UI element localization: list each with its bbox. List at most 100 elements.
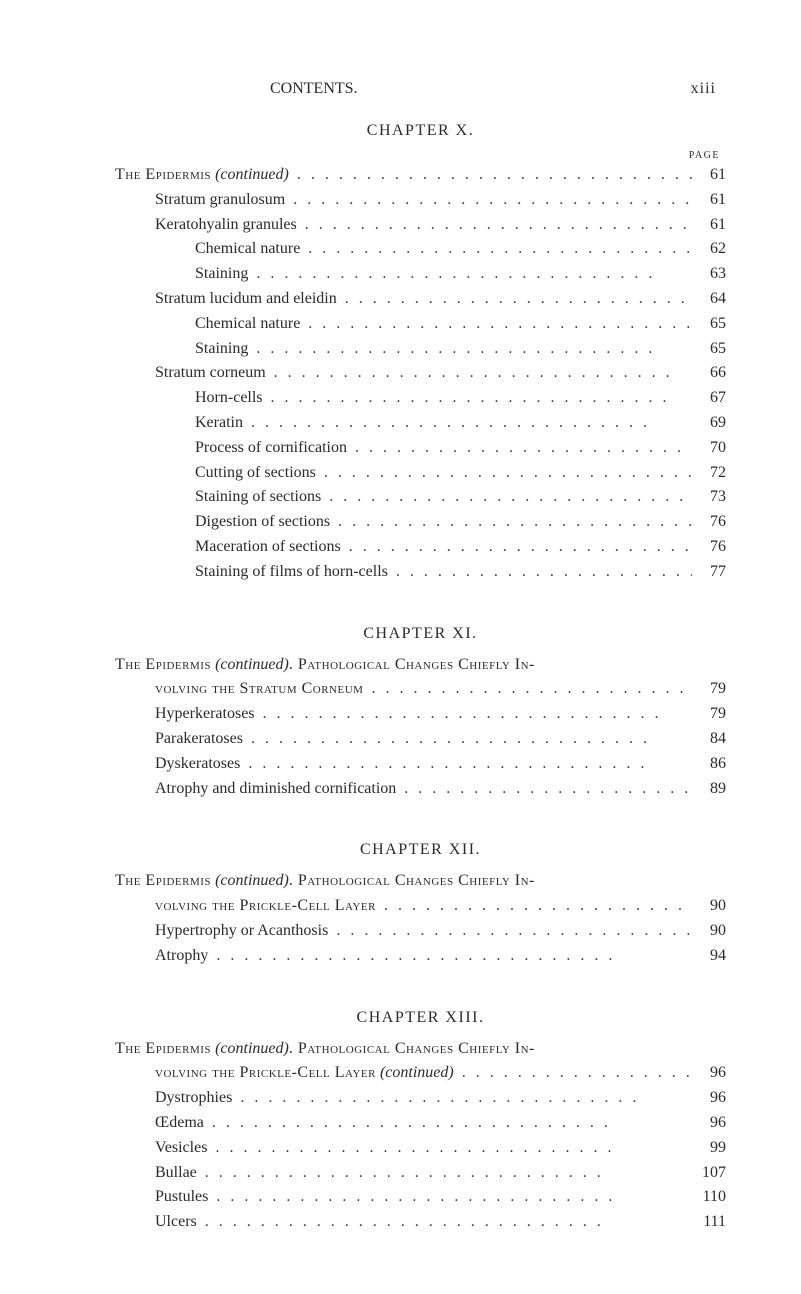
dot-leader: .............................	[216, 1185, 692, 1210]
toc-entry-page: 86	[698, 752, 726, 777]
toc-line: Stratum granulosum......................…	[115, 188, 726, 213]
dot-leader: .............................	[384, 894, 692, 919]
toc-line: Staining.............................63	[115, 262, 726, 287]
contents-body: CHAPTER X.PAGEThe Epidermis (continued).…	[115, 122, 726, 1235]
dot-leader: .............................	[271, 386, 692, 411]
toc-line: The Epidermis (continued). Pathological …	[115, 1037, 726, 1062]
toc-entry-label: Parakeratoses	[155, 727, 243, 752]
toc-entry-label: Stratum corneum	[155, 361, 266, 386]
dot-leader: .............................	[404, 777, 692, 802]
toc-entry-page: 64	[698, 287, 726, 312]
dot-leader: .............................	[308, 237, 692, 262]
toc-entry-page: 61	[698, 163, 726, 188]
toc-line: Staining of sections....................…	[115, 485, 726, 510]
toc-line: The Epidermis (continued)...............…	[115, 163, 726, 188]
dot-leader: .............................	[308, 312, 692, 337]
toc-line: Chemical nature.........................…	[115, 237, 726, 262]
dot-leader: .............................	[205, 1210, 692, 1235]
toc-line: volving the Prickle-Cell Layer..........…	[115, 894, 726, 919]
toc-entry-page: 61	[698, 213, 726, 238]
toc-line: volving the Prickle-Cell Layer (continue…	[115, 1061, 726, 1086]
toc-line: Hypertrophy or Acanthosis...............…	[115, 919, 726, 944]
running-head: CONTENTS.	[270, 80, 358, 98]
toc-entry-label: The Epidermis (continued). Pathological …	[115, 1037, 535, 1062]
toc-entry-label: Bullae	[155, 1161, 197, 1186]
toc-entry-page: 65	[698, 312, 726, 337]
toc-entry-label: volving the Stratum Corneum	[155, 677, 363, 702]
toc-entry-page: 111	[698, 1210, 726, 1235]
chapter-title: CHAPTER X.	[115, 122, 726, 140]
dot-leader: .............................	[215, 1136, 692, 1161]
toc-line: Dystrophies.............................…	[115, 1086, 726, 1111]
toc-line: Digestion of sections...................…	[115, 510, 726, 535]
toc-entry-page: 63	[698, 262, 726, 287]
toc-line: Vesicles.............................99	[115, 1136, 726, 1161]
toc-entry-label: Chemical nature	[195, 237, 300, 262]
toc-entry-page: 76	[698, 510, 726, 535]
toc-line: Chemical nature.........................…	[115, 312, 726, 337]
toc-line: Bullae.............................107	[115, 1161, 726, 1186]
toc-entry-label: Pustules	[155, 1185, 208, 1210]
toc-entry-label: Stratum granulosum	[155, 188, 285, 213]
toc-entry-label: Vesicles	[155, 1136, 207, 1161]
dot-leader: .............................	[256, 262, 692, 287]
toc-entry-label: Hyperkeratoses	[155, 702, 255, 727]
toc-entry-page: 77	[698, 560, 726, 585]
toc-entry-page: 79	[698, 702, 726, 727]
chapter-title: CHAPTER XI.	[115, 625, 726, 643]
toc-entry-label: Staining	[195, 337, 248, 362]
toc-entry-label: Œdema	[155, 1111, 204, 1136]
toc-line: Dyskeratoses............................…	[115, 752, 726, 777]
chapter-section: CHAPTER XII.The Epidermis (continued). P…	[115, 841, 726, 968]
dot-leader: .............................	[305, 213, 692, 238]
chapter-section: CHAPTER XIII. The Epidermis (continued). …	[115, 1009, 726, 1235]
dot-leader: .............................	[396, 560, 692, 585]
toc-line: The Epidermis (continued). Pathological …	[115, 653, 726, 678]
dot-leader: .............................	[256, 337, 692, 362]
toc-entry-page: 73	[698, 485, 726, 510]
toc-entry-label: Cutting of sections	[195, 461, 316, 486]
toc-entry-page: 96	[698, 1086, 726, 1111]
dot-leader: .............................	[349, 535, 692, 560]
toc-entry-label: Hypertrophy or Acanthosis	[155, 919, 328, 944]
toc-entry-page: 94	[698, 944, 726, 969]
toc-entry-label: Chemical nature	[195, 312, 300, 337]
toc-entry-page: 110	[698, 1185, 726, 1210]
dot-leader: .............................	[336, 919, 692, 944]
dot-leader: .............................	[263, 702, 692, 727]
toc-entry-label: The Epidermis (continued). Pathological …	[115, 653, 535, 678]
toc-entry-label: The Epidermis (continued)	[115, 163, 289, 188]
dot-leader: .............................	[240, 1086, 692, 1111]
dot-leader: .............................	[297, 163, 692, 188]
toc-entry-label: Horn-cells	[195, 386, 263, 411]
toc-line: Process of cornification................…	[115, 436, 726, 461]
toc-entry-label: Keratohyalin granules	[155, 213, 297, 238]
toc-entry-label: Digestion of sections	[195, 510, 330, 535]
chapter-title: CHAPTER XIII.	[115, 1009, 726, 1027]
toc-line: Œdema.............................96	[115, 1111, 726, 1136]
toc-entry-page: 66	[698, 361, 726, 386]
toc-line: Atrophy.............................94	[115, 944, 726, 969]
toc-entry-label: Process of cornification	[195, 436, 347, 461]
dot-leader: .............................	[251, 727, 692, 752]
toc-line: Staining.............................65	[115, 337, 726, 362]
toc-entry-label: Dystrophies	[155, 1086, 232, 1111]
toc-line: Hyperkeratoses..........................…	[115, 702, 726, 727]
toc-entry-page: 67	[698, 386, 726, 411]
toc-entry-page: 96	[698, 1061, 726, 1086]
toc-line: Maceration of sections..................…	[115, 535, 726, 560]
toc-entry-page: 76	[698, 535, 726, 560]
dot-leader: .............................	[355, 436, 692, 461]
toc-line: Cutting of sections.....................…	[115, 461, 726, 486]
toc-entry-page: 90	[698, 919, 726, 944]
toc-line: Staining of films of horn-cells.........…	[115, 560, 726, 585]
toc-entry-label: Staining of films of horn-cells	[195, 560, 388, 585]
toc-entry-page: 69	[698, 411, 726, 436]
chapter-section: CHAPTER XI. The Epidermis (continued). Pa…	[115, 625, 726, 802]
toc-entry-page: 65	[698, 337, 726, 362]
toc-line: Pustules.............................110	[115, 1185, 726, 1210]
toc-entry-page: 89	[698, 777, 726, 802]
dot-leader: .............................	[248, 752, 692, 777]
chapter-section: CHAPTER X.PAGEThe Epidermis (continued).…	[115, 122, 726, 585]
dot-leader: .............................	[329, 485, 692, 510]
